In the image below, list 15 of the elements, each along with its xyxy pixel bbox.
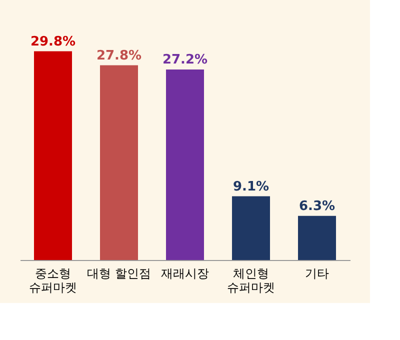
x-tick-label: 기타 <box>305 266 329 280</box>
bar <box>166 70 204 260</box>
bar <box>100 65 138 260</box>
x-tick-label: 재래시장 <box>161 266 209 280</box>
x-tick-label: 체인형 슈퍼마켓 <box>227 266 275 294</box>
data-label: 29.8% <box>30 34 76 50</box>
data-label: 9.1% <box>232 179 270 194</box>
bar <box>34 51 72 260</box>
data-label: 27.2% <box>162 52 208 68</box>
x-tick-label: 대형 할인점 <box>87 266 151 280</box>
data-label: 27.8% <box>96 48 142 64</box>
bar <box>298 216 336 260</box>
x-tick-label: 중소형 슈퍼마켓 <box>29 266 77 294</box>
bar <box>232 196 270 260</box>
data-label: 6.3% <box>298 198 336 214</box>
